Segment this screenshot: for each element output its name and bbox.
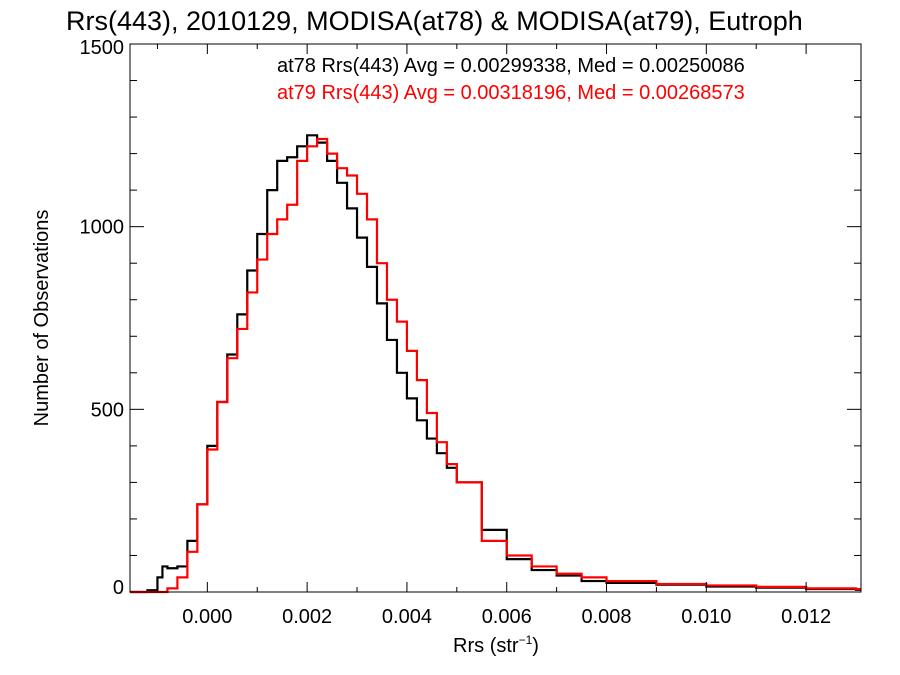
- x-tick-label: 0.010: [681, 606, 731, 628]
- x-axis-label-main: Rrs (str: [453, 635, 519, 657]
- y-axis-label: Number of Observations: [31, 210, 53, 427]
- series-at79-step-line: [130, 137, 861, 594]
- x-tick-label: 0.006: [482, 606, 532, 628]
- x-axis-label-close: ): [532, 635, 539, 657]
- y-tick-label: 1500: [80, 37, 125, 59]
- y-tick-label: 1000: [80, 217, 125, 239]
- y-tick-label: 0: [113, 577, 124, 599]
- x-tick-label: 0.000: [182, 606, 232, 628]
- annotation-at78: at78 Rrs(443) Avg = 0.00299338, Med = 0.…: [277, 55, 745, 77]
- x-tick-label: 0.004: [382, 606, 432, 628]
- y-axis-ticks: 0 500 1000 1500: [80, 37, 861, 599]
- x-tick-label: 0.008: [581, 606, 631, 628]
- plot-frame: [129, 43, 862, 593]
- series-layer: [130, 134, 861, 594]
- x-axis-label-superscript: −1: [519, 633, 533, 647]
- annotation-at79: at79 Rrs(443) Avg = 0.00318196, Med = 0.…: [277, 82, 745, 104]
- y-tick-label: 500: [91, 399, 124, 421]
- x-tick-label: 0.002: [282, 606, 332, 628]
- x-tick-label: 0.012: [781, 606, 831, 628]
- series-at78-step-line: [130, 134, 861, 594]
- x-axis-ticks: 0.000 0.002 0.004 0.006 0.008 0.010 0.012: [156, 44, 831, 628]
- x-axis-label: Rrs (str−1): [453, 633, 539, 657]
- chart-title: Rrs(443), 2010129, MODISA(at78) & MODISA…: [66, 6, 803, 36]
